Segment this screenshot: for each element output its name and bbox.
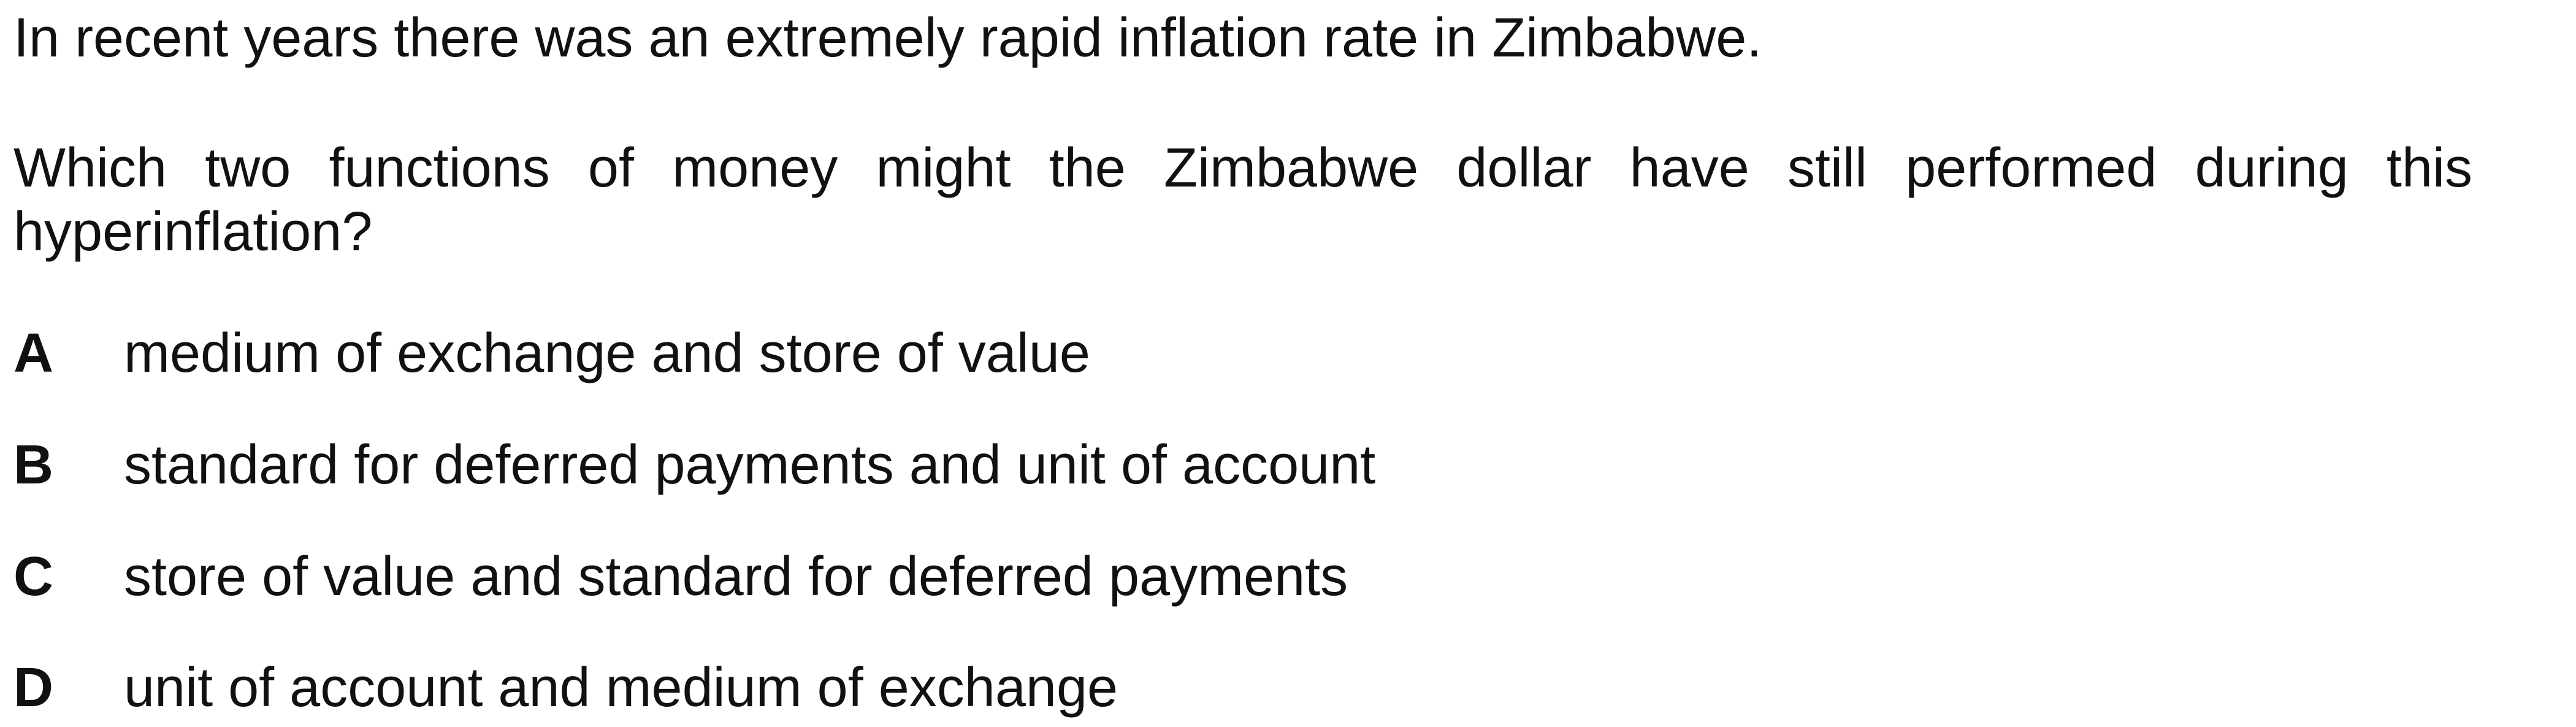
option-d: D unit of account and medium of exchange bbox=[13, 656, 2466, 723]
option-text-b: standard for deferred payments and unit … bbox=[124, 434, 1376, 496]
option-letter-d: D bbox=[13, 657, 53, 718]
option-letter-a: A bbox=[13, 323, 53, 384]
option-c: C store of value and standard for deferr… bbox=[13, 545, 2466, 612]
question-intro: In recent years there was an extremely r… bbox=[13, 7, 1762, 69]
option-text-a: medium of exchange and store of value bbox=[124, 323, 1090, 384]
option-text-c: store of value and standard for deferred… bbox=[124, 546, 1348, 607]
option-b: B standard for deferred payments and uni… bbox=[13, 433, 2466, 501]
option-a: A medium of exchange and store of value bbox=[13, 321, 2466, 389]
option-letter-b: B bbox=[13, 434, 53, 496]
question-prompt: Which two functions of money might the Z… bbox=[13, 137, 2472, 263]
option-letter-c: C bbox=[13, 546, 53, 607]
option-text-d: unit of account and medium of exchange bbox=[124, 657, 1118, 718]
